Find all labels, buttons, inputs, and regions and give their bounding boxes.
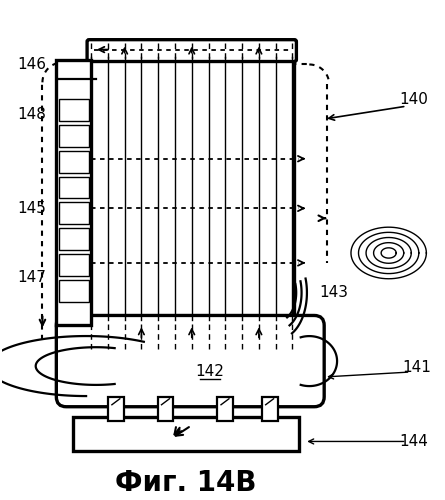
Bar bbox=[73, 416, 299, 452]
Text: 145: 145 bbox=[17, 201, 46, 216]
Bar bbox=[217, 397, 233, 420]
Bar bbox=[108, 397, 124, 420]
FancyBboxPatch shape bbox=[57, 316, 324, 406]
Text: 142: 142 bbox=[196, 364, 225, 378]
Text: 144: 144 bbox=[399, 434, 428, 449]
Text: 148: 148 bbox=[17, 106, 46, 122]
Text: 140: 140 bbox=[399, 92, 428, 106]
Text: Фиг. 14B: Фиг. 14B bbox=[114, 469, 256, 497]
Bar bbox=[158, 397, 174, 420]
Text: 147: 147 bbox=[17, 270, 46, 285]
Bar bbox=[59, 202, 89, 224]
Bar bbox=[59, 176, 89, 199]
Bar bbox=[59, 99, 89, 121]
Bar bbox=[262, 397, 278, 420]
Text: 143: 143 bbox=[319, 285, 348, 300]
Bar bbox=[59, 228, 89, 250]
Bar bbox=[57, 60, 91, 326]
Bar bbox=[89, 54, 295, 322]
Text: 146: 146 bbox=[17, 57, 46, 72]
Bar bbox=[59, 280, 89, 301]
Bar bbox=[59, 254, 89, 276]
Bar bbox=[59, 151, 89, 172]
Bar bbox=[59, 125, 89, 147]
Text: 141: 141 bbox=[402, 360, 431, 374]
FancyBboxPatch shape bbox=[87, 40, 296, 62]
